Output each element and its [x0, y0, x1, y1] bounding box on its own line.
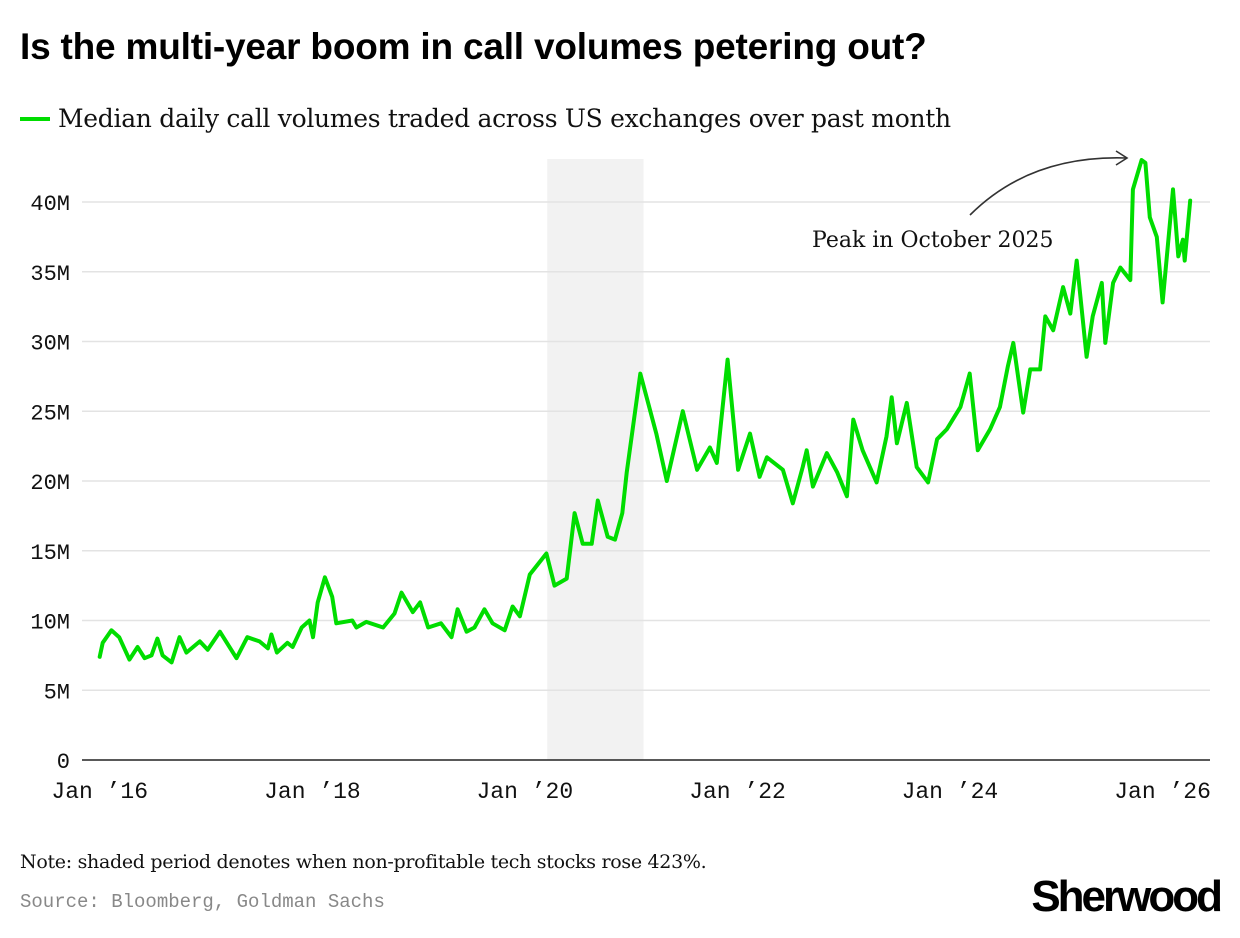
y-tick-label: 15M: [30, 541, 70, 566]
legend-swatch: [20, 116, 50, 121]
source-text: Source: Bloomberg, Goldman Sachs: [20, 891, 385, 913]
y-tick-label: 20M: [30, 471, 70, 496]
line-chart: 0 5M 10M 15M 20M 25M 30M 35M 40M Jan ’16 Jan ’18 J…: [30, 150, 1211, 805]
legend-label: Median daily call volumes traded across …: [58, 104, 951, 133]
footnote: Note: shaded period denotes when non-pro…: [20, 851, 707, 873]
y-tick-label: 10M: [30, 611, 70, 636]
y-tick-label: 30M: [30, 332, 70, 357]
annotation-arrowhead: [1115, 150, 1129, 166]
x-tick-label: Jan ’22: [689, 779, 786, 805]
x-tick-label: Jan ’26: [1114, 779, 1211, 805]
x-tick-label: Jan ’18: [264, 779, 361, 805]
y-tick-label: 25M: [30, 401, 70, 426]
y-tick-label: 35M: [30, 262, 70, 287]
legend: Median daily call volumes traded across …: [20, 104, 951, 133]
annotation-arrow: [969, 157, 1127, 216]
y-tick-label: 0: [57, 750, 70, 775]
chart-title: Is the multi-year boom in call volumes p…: [20, 26, 927, 67]
sherwood-logo: Sherwood: [1031, 872, 1223, 921]
x-tick-label: Jan ’16: [51, 779, 148, 805]
annotation-text: Peak in October 2025: [812, 228, 1054, 253]
y-tick-label: 40M: [30, 192, 70, 217]
x-tick-label: Jan ’20: [477, 779, 574, 805]
y-tick-label: 5M: [44, 680, 70, 705]
x-tick-label: Jan ’24: [902, 779, 999, 805]
